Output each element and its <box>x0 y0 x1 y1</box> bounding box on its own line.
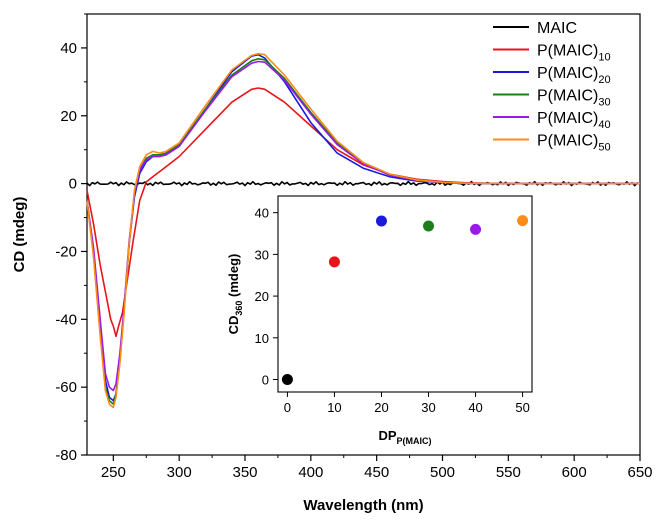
inset-points <box>281 215 529 385</box>
inset-x-tick-label: 20 <box>374 400 388 415</box>
x-tick-label: 550 <box>496 464 521 481</box>
inset-point-dp-40 <box>470 223 482 235</box>
inset-x-axis-title-base: DP <box>378 428 396 443</box>
inset-y-axis-title: CD360 (mdeg) <box>226 254 244 335</box>
x-tick-label: 350 <box>232 464 257 481</box>
inset-y-tick-label: 40 <box>255 206 269 221</box>
x-tick-label: 250 <box>101 464 126 481</box>
y-tick-label: -20 <box>55 243 77 260</box>
inset-x-tick-label: 10 <box>327 400 341 415</box>
y-tick-label: 0 <box>69 176 77 193</box>
inset-frame <box>277 195 533 393</box>
inset-y-axis-title-subscript: 360 <box>234 301 244 316</box>
main-plot-frame <box>86 13 641 456</box>
inset-y-tick-label: 0 <box>262 372 269 387</box>
x-tick-label: 400 <box>298 464 323 481</box>
inset-point-dp-30 <box>423 220 435 232</box>
inset-x-tick-label: 30 <box>421 400 435 415</box>
inset-x-axis-title-subscript: P(MAIC) <box>397 436 432 446</box>
inset-point-dp-0 <box>281 373 293 385</box>
legend-label-p-maic-30: P(MAIC)30 <box>537 88 611 109</box>
inset-y-tick-label: 30 <box>255 247 269 262</box>
inset-x-axis-title: DPP(MAIC) <box>378 428 431 446</box>
inset-y-tick-label: 20 <box>255 289 269 304</box>
legend-label-maic: MAIC <box>537 20 577 37</box>
legend-label-p-maic-10: P(MAIC)10 <box>537 43 611 64</box>
inset-y-tick-label: 10 <box>255 331 269 346</box>
inset-x-axis-ticks: 0 10 20 30 40 50 <box>284 392 530 415</box>
legend: MAIC P(MAIC)10P(MAIC)20P(MAIC)30P(MAIC)40… <box>493 20 611 154</box>
inset-plot: 0 10 20 30 40 50 0 10 20 30 40 DPP(MAIC) CD360 (m… <box>225 190 540 450</box>
x-tick-label: 450 <box>364 464 389 481</box>
inset-x-tick-label: 0 <box>284 400 291 415</box>
inset-point-dp-20 <box>375 215 387 227</box>
y-tick-label: -40 <box>55 311 77 328</box>
inset-point-dp-10 <box>328 256 340 268</box>
main-plot: 250 300 350 400 450 500 550 600 650 -80-60-40-20… <box>11 13 653 514</box>
series-line-p-maic-50 <box>86 52 640 409</box>
inset-y-axis-title-base: CD <box>226 316 241 335</box>
x-tick-label: 650 <box>627 464 652 481</box>
y-axis-ticks: -80 -60 -40 -20 0 20 40 <box>55 13 87 464</box>
inset-x-tick-label: 40 <box>468 400 482 415</box>
legend-label-p-maic-20: P(MAIC)20 <box>537 65 611 86</box>
inset-point-dp-50 <box>517 215 529 227</box>
y-axis-title: CD (mdeg) <box>11 197 28 273</box>
x-axis-ticks: 250 300 350 400 450 500 550 600 650 <box>101 455 653 481</box>
y-tick-label: -80 <box>55 447 77 464</box>
y-tick-label: 20 <box>60 108 77 125</box>
legend-label-p-maic-50: P(MAIC)50 <box>537 133 611 154</box>
x-axis-title: Wavelength (nm) <box>303 497 423 514</box>
inset-y-axis-title-unit: (mdeg) <box>226 254 241 301</box>
inset-y-axis-ticks: 0 10 20 30 40 <box>255 206 278 387</box>
x-tick-label: 500 <box>430 464 455 481</box>
y-tick-label: -60 <box>55 379 77 396</box>
series-layer <box>86 52 641 409</box>
x-tick-label: 600 <box>562 464 587 481</box>
x-tick-label: 300 <box>167 464 192 481</box>
y-tick-label: 40 <box>60 40 77 57</box>
legend-label-p-maic-40: P(MAIC)40 <box>537 110 611 131</box>
inset-x-tick-label: 50 <box>515 400 529 415</box>
